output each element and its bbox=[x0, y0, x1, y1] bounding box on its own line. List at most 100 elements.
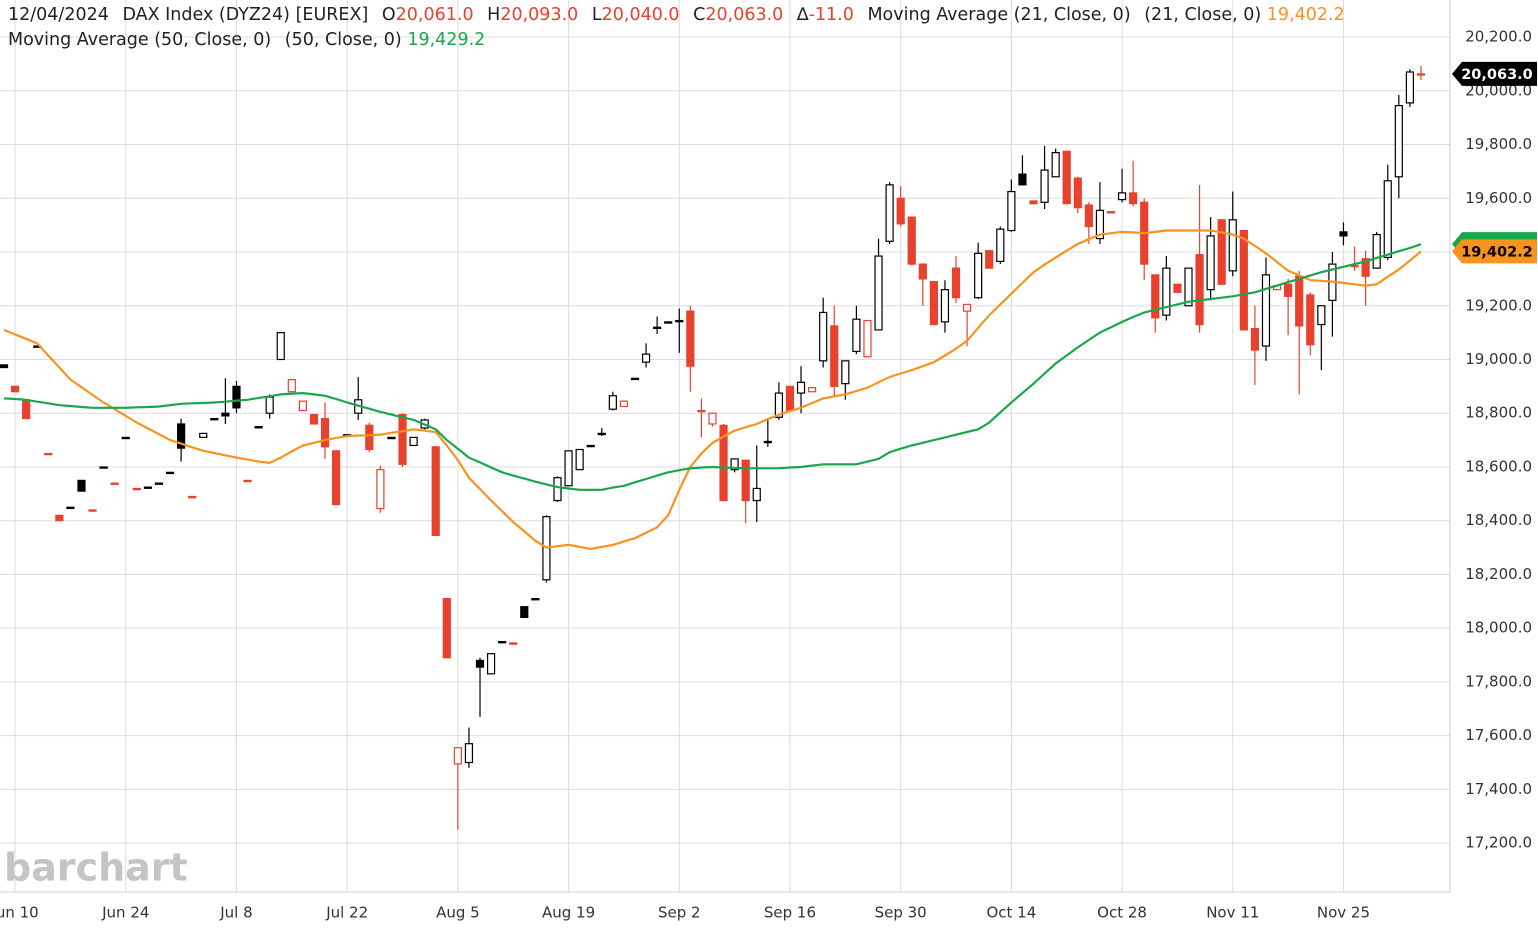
candle-body bbox=[520, 606, 529, 619]
candle-body bbox=[653, 326, 662, 330]
candle-body bbox=[1195, 254, 1204, 326]
candle-body bbox=[320, 417, 330, 448]
open-value: 20,061.0 bbox=[395, 5, 474, 25]
candle-body bbox=[1095, 209, 1105, 240]
candle-body bbox=[10, 385, 20, 393]
candle-body bbox=[464, 743, 474, 764]
y-tick-label: 19,200.0 bbox=[1465, 296, 1532, 314]
moving-average-line bbox=[3, 243, 1422, 491]
candle-body bbox=[1339, 231, 1348, 237]
y-tick-label: 18,800.0 bbox=[1465, 404, 1532, 422]
low-label: L bbox=[591, 5, 602, 25]
candle-body bbox=[0, 364, 9, 369]
x-tick-label: Oct 28 bbox=[1097, 904, 1147, 922]
y-tick-label: 18,600.0 bbox=[1465, 457, 1532, 475]
legend-line-2: Moving Average (50, Close, 0) (50, Close… bbox=[8, 28, 485, 53]
candle-body bbox=[752, 487, 761, 502]
candle-body bbox=[243, 479, 252, 483]
candle-body bbox=[564, 450, 573, 487]
high-label: H bbox=[487, 5, 501, 25]
candle-body bbox=[852, 318, 861, 353]
candle-body bbox=[1239, 229, 1248, 331]
candle-body bbox=[165, 471, 175, 475]
y-tick-label: 20,200.0 bbox=[1465, 28, 1532, 46]
change-label: ∆ bbox=[796, 5, 809, 25]
candle-body bbox=[1405, 71, 1414, 104]
candle-body bbox=[1051, 152, 1060, 178]
candle-body bbox=[132, 487, 141, 491]
candle-body bbox=[586, 444, 595, 448]
candle-body bbox=[675, 319, 684, 323]
candle-body bbox=[1284, 283, 1293, 297]
y-tick-label: 17,200.0 bbox=[1465, 834, 1532, 852]
candle-body bbox=[154, 482, 164, 485]
y-tick-label: 17,800.0 bbox=[1465, 672, 1532, 690]
candle-body bbox=[1106, 211, 1116, 214]
date: 12/04/2024 bbox=[8, 5, 109, 25]
ma50-name: Moving Average (50, Close, 0) bbox=[8, 30, 272, 50]
y-tick-label: 18,000.0 bbox=[1465, 619, 1532, 637]
candle-body bbox=[896, 197, 905, 225]
candle-body bbox=[221, 412, 230, 417]
candle-body bbox=[376, 469, 385, 510]
open-label: O bbox=[381, 5, 396, 25]
candle-body bbox=[1250, 327, 1260, 351]
candle-body bbox=[210, 417, 219, 421]
candle-body bbox=[686, 310, 695, 367]
candle-body bbox=[962, 303, 972, 312]
candle-body bbox=[88, 509, 97, 512]
candle-body bbox=[929, 280, 938, 326]
y-tick-label: 17,400.0 bbox=[1465, 780, 1532, 798]
candle-body bbox=[254, 426, 263, 429]
x-tick-label: Sep 30 bbox=[875, 904, 927, 922]
candle-body bbox=[143, 486, 153, 489]
candle-body bbox=[332, 450, 341, 506]
candle-body bbox=[1162, 267, 1171, 316]
candle-body bbox=[177, 423, 186, 449]
candle-body bbox=[486, 653, 496, 675]
price-tag bbox=[1452, 239, 1537, 264]
x-tick-label: Oct 14 bbox=[986, 904, 1036, 922]
candle-body bbox=[1416, 73, 1426, 76]
candle-body bbox=[387, 436, 396, 440]
ma21-params: (21, Close, 0) bbox=[1144, 5, 1262, 25]
y-tick-label: 19,600.0 bbox=[1465, 189, 1532, 207]
candle-body bbox=[1117, 192, 1127, 201]
candle-body bbox=[1361, 258, 1370, 277]
candle-body bbox=[110, 482, 119, 485]
candle-body bbox=[940, 289, 950, 323]
ma21-name: Moving Average (21, Close, 0) bbox=[867, 5, 1131, 25]
x-tick-label: Sep 16 bbox=[764, 904, 816, 922]
ma50-params: (50, Close, 0) bbox=[284, 30, 402, 50]
candle-body bbox=[22, 399, 31, 420]
axis: 17,200.0 17,400.0 17,600.0 17,800.0 18,000.0… bbox=[0, 28, 1537, 922]
candle-body bbox=[641, 353, 651, 363]
candle-body bbox=[1295, 275, 1304, 327]
candle-body bbox=[232, 385, 241, 409]
candle-body bbox=[276, 332, 285, 361]
candle-body bbox=[1184, 267, 1193, 307]
y-tick-label: 19,800.0 bbox=[1465, 135, 1532, 153]
candle-body bbox=[741, 459, 750, 502]
candle-body bbox=[1151, 274, 1160, 319]
candle-body bbox=[841, 360, 850, 385]
candle-body bbox=[918, 263, 927, 280]
candle-body bbox=[863, 319, 872, 358]
candle-body bbox=[774, 392, 784, 418]
candle-body bbox=[1394, 104, 1403, 178]
candle-body bbox=[597, 432, 606, 436]
x-tick-label: Aug 5 bbox=[436, 904, 480, 922]
candle-body bbox=[1228, 219, 1237, 272]
candle-body bbox=[1073, 177, 1082, 209]
candle-body bbox=[608, 395, 617, 410]
candle-body bbox=[498, 640, 507, 644]
ma21-value: 19,402.2 bbox=[1266, 5, 1345, 25]
candle-body bbox=[1306, 294, 1315, 346]
marks bbox=[0, 65, 1426, 830]
candle-body bbox=[287, 379, 296, 393]
candle-body bbox=[575, 448, 584, 471]
candle-body bbox=[619, 400, 629, 408]
price-tag-label: 19,402.2 bbox=[1461, 244, 1533, 260]
moving-average-line bbox=[3, 229, 1422, 551]
